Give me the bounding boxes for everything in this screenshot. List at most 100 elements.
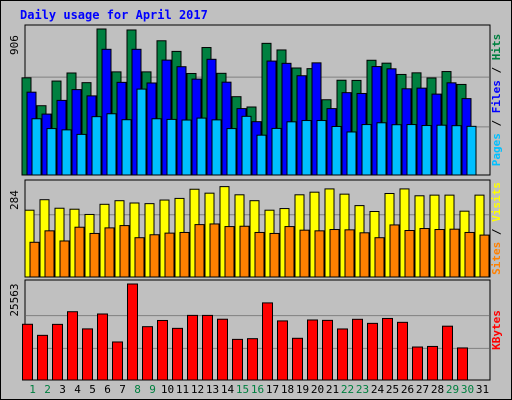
bar-pages-day-16 [256,134,267,176]
bar-kbytes-day-2 [37,334,48,381]
x-tick-label-20: 20 [311,383,324,396]
bar-sites-day-22 [344,229,355,278]
bar-pages-day-15 [241,115,252,176]
bar-pages-day-17 [271,127,282,176]
bar-pages-day-6 [106,113,117,176]
bar-kbytes-day-19 [292,337,303,381]
bar-kbytes-day-20 [307,319,318,381]
bar-sites-day-28 [434,229,445,278]
bar-sites-day-24 [374,237,385,278]
bar-pages-day-14 [226,128,237,176]
bar-pages-day-9 [151,118,162,176]
bar-sites-day-31 [479,234,490,278]
bar-pages-day-3 [61,129,72,176]
x-tick-label-15: 15 [236,383,249,396]
x-tick-labels: 1 2 3 4 5 6 7 8 9 10 11 12 13 14 15 16 17 18 19 20 21 22 23 24 2… [29,383,489,396]
bar-pages-day-26 [406,124,417,176]
x-tick-label-31: 31 [476,383,489,396]
bar-pages-day-13 [211,119,222,176]
x-tick-label-29: 29 [446,383,459,396]
bar-sites-day-13 [209,223,220,278]
x-tick-label-24: 24 [371,383,385,396]
bar-kbytes-day-16 [247,338,258,381]
bar-kbytes-day-29 [442,325,453,381]
bar-pages-day-29 [451,125,462,176]
bar-sites-day-6 [104,227,115,278]
x-tick-label-14: 14 [221,383,235,396]
x-tick-label-9: 9 [149,383,156,396]
bar-kbytes-day-6 [97,313,108,381]
bar-sites-day-5 [89,232,100,278]
x-tick-label-30: 30 [461,383,474,396]
bar-sites-day-11 [179,231,190,278]
chart-title: Daily usage for April 2017 [20,8,208,22]
x-tick-label-6: 6 [104,383,111,396]
bar-kbytes-day-17 [262,302,273,381]
bar-sites-day-23 [359,232,370,278]
bar-pages-day-30 [466,125,477,176]
x-tick-label-28: 28 [431,383,444,396]
x-tick-label-4: 4 [74,383,81,396]
bar-kbytes-day-28 [427,345,438,381]
bar-pages-day-2 [46,128,57,176]
bar-sites-day-7 [119,225,130,278]
bar-sites-day-10 [164,232,175,278]
bar-sites-day-3 [59,240,70,278]
bar-pages-day-27 [421,125,432,176]
bar-kbytes-day-22 [337,328,348,381]
bar-sites-day-21 [329,229,340,278]
bar-sites-day-30 [464,231,475,278]
bar-pages-day-1 [31,118,42,176]
bar-pages-day-25 [391,124,402,176]
bar-pages-day-7 [121,119,132,176]
bar-sites-day-2 [44,230,55,278]
x-tick-label-12: 12 [191,383,204,396]
bar-sites-day-27 [419,228,430,278]
x-tick-label-5: 5 [89,383,96,396]
bar-pages-day-21 [331,125,342,176]
bar-pages-day-4 [76,133,87,176]
bar-sites-day-16 [254,231,265,278]
bar-pages-day-12 [196,117,207,176]
bar-sites-day-26 [404,230,415,278]
bar-kbytes-day-18 [277,320,288,381]
bar-pages-day-23 [361,124,372,176]
legend-entry: Hits [490,34,503,61]
legend-entry: Sites [490,242,503,275]
bar-sites-day-29 [449,228,460,278]
x-tick-label-2: 2 [44,383,51,396]
x-tick-label-8: 8 [134,383,141,396]
bar-sites-day-20 [314,230,325,278]
bar-sites-day-15 [239,225,250,278]
bottom-panel: 25563 KBytes [8,279,503,381]
bar-kbytes-day-27 [412,346,423,381]
bar-kbytes-day-1 [22,323,33,381]
legend-entry: / [490,113,503,133]
bar-kbytes-day-8 [127,283,138,381]
bar-sites-day-18 [284,226,295,278]
x-tick-label-25: 25 [386,383,399,396]
legend-bottom: KBytes [490,310,503,350]
bar-sites-day-19 [299,229,310,278]
bar-kbytes-day-11 [172,327,183,381]
bar-pages-day-11 [181,119,192,176]
bar-kbytes-day-10 [157,319,168,381]
bar-kbytes-day-5 [82,328,93,381]
middle-panel: 284 Sites / Visits [8,179,503,278]
y-max-label: 25563 [8,283,21,316]
x-tick-label-21: 21 [326,383,339,396]
bar-sites-day-14 [224,226,235,278]
x-tick-label-19: 19 [296,383,309,396]
x-tick-label-18: 18 [281,383,294,396]
top-panel: 906 Pages / Files / Hits [8,24,503,176]
bar-sites-day-12 [194,224,205,278]
bar-kbytes-day-15 [232,338,243,381]
legend-entry: Visits [490,182,503,222]
x-tick-label-3: 3 [59,383,66,396]
bar-pages-day-24 [376,122,387,176]
x-tick-label-13: 13 [206,383,219,396]
x-tick-label-16: 16 [251,383,264,396]
bar-kbytes-day-4 [67,311,78,381]
x-tick-label-1: 1 [29,383,36,396]
x-tick-label-10: 10 [161,383,174,396]
